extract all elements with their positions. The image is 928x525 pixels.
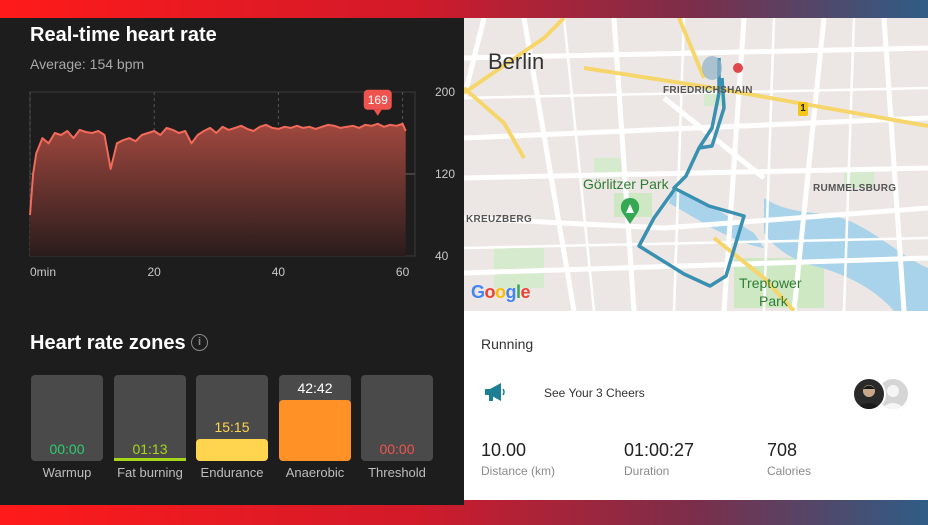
google-logo: Google xyxy=(471,282,531,302)
zone-anaerobic[interactable]: 42:42 Anaerobic xyxy=(279,375,351,480)
heart-rate-average: Average: 154 bpm xyxy=(30,56,145,72)
map-park-label: Park xyxy=(759,293,788,309)
avatar[interactable] xyxy=(852,377,886,411)
x-tick-label: 60 xyxy=(396,265,410,279)
x-tick-label: 40 xyxy=(272,265,286,279)
zone-warmup[interactable]: 00:00 Warmup xyxy=(31,375,103,480)
zone-value: 01:13 xyxy=(132,441,168,457)
map-district-label: KREUZBERG xyxy=(466,214,533,225)
zone-threshold[interactable]: 00:00 Threshold xyxy=(361,375,433,480)
zone-value: 15:15 xyxy=(214,419,250,435)
peak-badge-pointer xyxy=(373,109,382,116)
megaphone-icon[interactable] xyxy=(484,382,506,402)
zone-value: 00:00 xyxy=(49,441,85,457)
zone-bar-fill xyxy=(279,400,351,461)
cheers-link[interactable]: See Your 3 Cheers xyxy=(544,386,645,400)
heart-rate-line xyxy=(29,122,407,216)
map-district-label: RUMMELSBURG xyxy=(813,183,897,194)
activity-panel: Berlin FRIEDRICHSHAIN RUMMELSBURG KREUZB… xyxy=(464,18,928,500)
zone-bar-bg xyxy=(31,375,103,461)
stat-duration-label: Duration xyxy=(624,464,670,478)
map-park-label: Görlitzer Park xyxy=(583,176,669,192)
zone-label: Warmup xyxy=(42,465,92,480)
heart-rate-chart: 0min 20 40 60 200 120 40 169 xyxy=(29,85,455,279)
map-city-label: Berlin xyxy=(488,49,545,74)
map-road-badge: 1 xyxy=(798,102,808,116)
y-tick-label: 120 xyxy=(435,167,455,181)
heart-rate-panel: 0min 20 40 60 200 120 40 169 Real-time heart ra… xyxy=(0,18,464,505)
route-map[interactable] xyxy=(464,18,928,311)
zones-title: Heart rate zones xyxy=(30,332,186,354)
y-tick-label: 200 xyxy=(435,85,455,99)
stat-distance-value: 10.00 xyxy=(481,440,527,460)
zone-value: 00:00 xyxy=(379,441,415,457)
activity-type: Running xyxy=(481,336,534,352)
zone-bar-fill xyxy=(196,439,268,461)
map-district-label: FRIEDRICHSHAIN xyxy=(663,85,753,96)
zone-endurance[interactable]: 15:15 Endurance xyxy=(196,375,268,480)
zone-bar-bg xyxy=(361,375,433,461)
x-tick-label: 0min xyxy=(30,265,56,279)
zone-label: Fat burning xyxy=(117,465,183,480)
stat-calories-label: Calories xyxy=(767,464,812,478)
stat-calories-value: 708 xyxy=(767,440,798,460)
zone-fat-burning[interactable]: 01:13 Fat burning xyxy=(114,375,186,480)
zone-value: 42:42 xyxy=(297,380,333,396)
map-park-label: Treptower xyxy=(739,275,802,291)
zone-bar-fill xyxy=(114,458,186,461)
x-tick-label: 20 xyxy=(148,265,162,279)
y-tick-label: 40 xyxy=(435,249,449,263)
peak-label: 169 xyxy=(368,93,388,107)
info-icon[interactable]: i xyxy=(191,334,208,351)
zone-label: Threshold xyxy=(368,465,426,480)
zone-label: Endurance xyxy=(200,465,264,480)
zone-label: Anaerobic xyxy=(285,465,345,480)
peak-badge xyxy=(363,89,392,110)
stat-duration-value: 01:00:27 xyxy=(624,440,695,460)
zone-bar-bg xyxy=(114,375,186,461)
heart-rate-area xyxy=(30,123,406,256)
heart-rate-title: Real-time heart rate xyxy=(30,24,217,46)
stat-distance-label: Distance (km) xyxy=(481,464,556,478)
